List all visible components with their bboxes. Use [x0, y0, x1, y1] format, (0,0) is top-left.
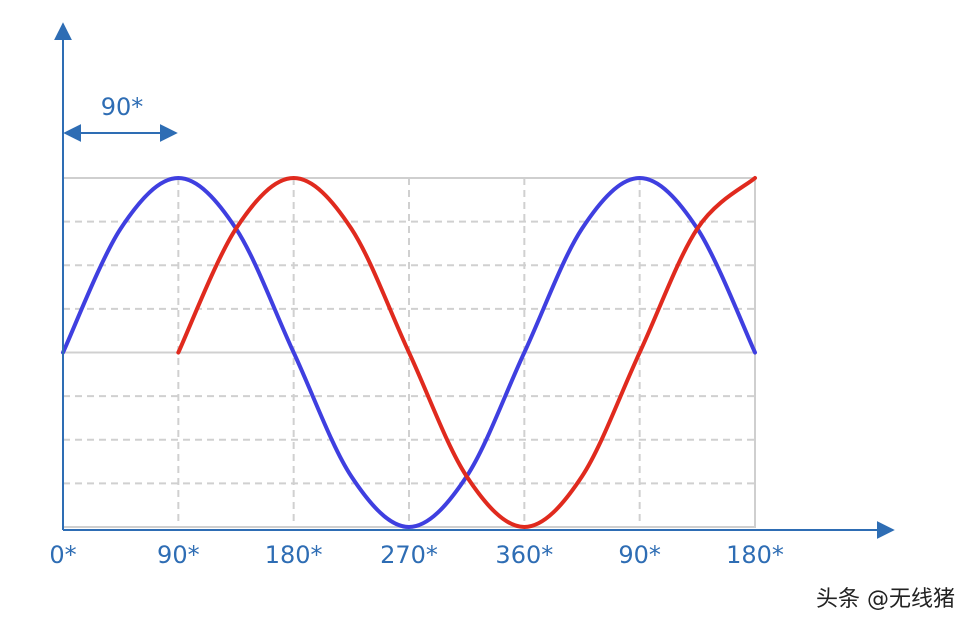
series-line	[61, 175, 757, 530]
x-tick-label: 180*	[265, 541, 323, 569]
x-tick-label: 180*	[726, 541, 784, 569]
watermark: 头条 @无线猪	[816, 587, 955, 612]
x-labels: 0* 90* 180* 270* 360* 90* 180*	[49, 541, 784, 569]
x-tick-label: 360*	[495, 541, 553, 569]
annotation: 90*	[101, 93, 144, 121]
x-tick-label: 90*	[157, 541, 200, 569]
curves	[61, 175, 757, 530]
x-tick-label: 270*	[380, 541, 438, 569]
series-line	[176, 175, 757, 530]
x-tick-label: 0*	[49, 541, 76, 569]
x-tick-label: 90*	[618, 541, 661, 569]
